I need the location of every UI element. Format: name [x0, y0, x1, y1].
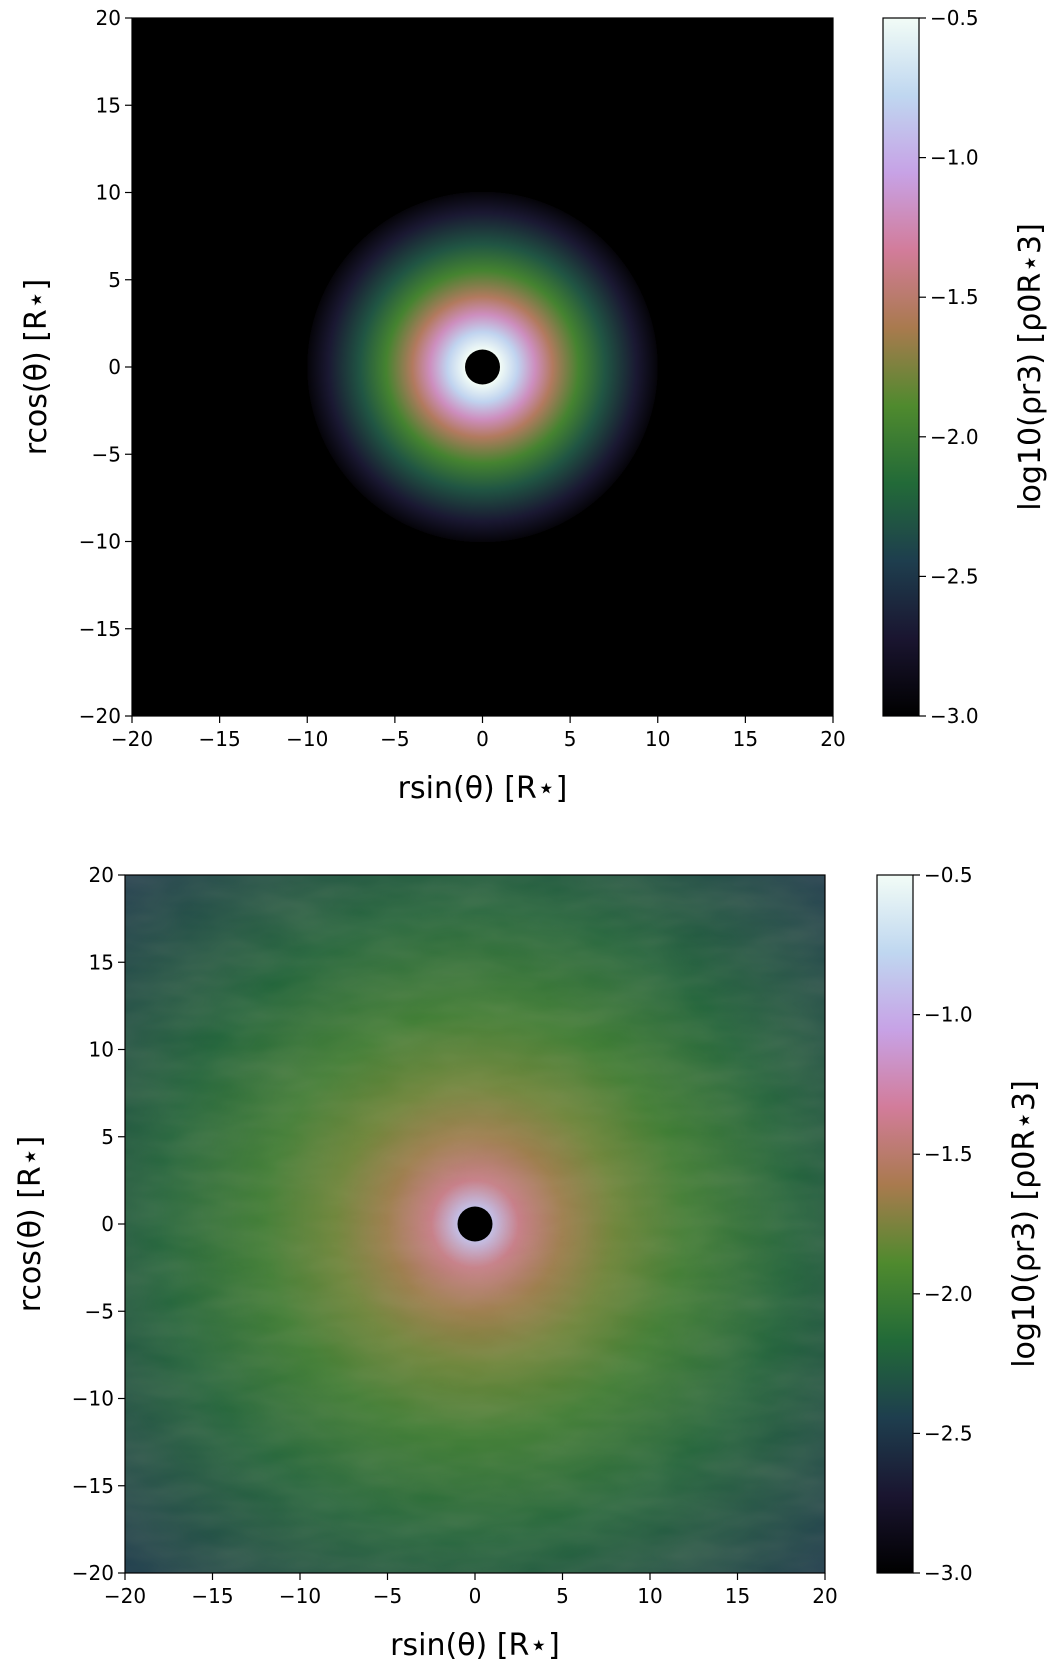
top-colorbar [882, 17, 920, 717]
x-tick-label: 5 [564, 727, 577, 751]
bottom-panel: −20 −15 −10 −5 0 5 10 15 20 20151050−5−10−15−20 … [13, 863, 1042, 1663]
x-tick-label: 0 [476, 727, 489, 751]
y-tick-label: −10 [72, 1387, 114, 1411]
bottom-colorbar-ticks: −0.5 −1.0 −1.5 −2.0 −2.5 −3.0 [913, 863, 973, 1585]
colorbar-tick-label: −3.0 [930, 704, 979, 728]
x-tick-label: 20 [812, 1584, 837, 1608]
y-tick-label: 0 [108, 355, 121, 379]
top-inner-hole [465, 349, 500, 385]
y-tick-label: 20 [89, 863, 114, 887]
x-tick-label: 20 [820, 727, 845, 751]
x-tick-label: −20 [111, 727, 153, 751]
bottom-y-axis-label: rcos(θ) [R⋆] [13, 1136, 48, 1312]
colorbar-tick-label: −2.5 [924, 1421, 973, 1445]
y-tick-label: 5 [108, 268, 121, 292]
x-tick-label: −10 [286, 727, 328, 751]
colorbar-tick-label: −2.0 [930, 425, 979, 449]
top-colorbar-label: log10(ρr3) [ρ0R⋆3] [1013, 223, 1048, 511]
y-tick-label: 0 [101, 1212, 114, 1236]
top-x-axis-ticks: −20 −15 −10 −5 0 5 10 15 20 [111, 716, 846, 751]
top-y-axis-ticks: 20 15 10 5 0 −5 −10 −15 −20 [79, 6, 132, 728]
x-tick-label: −10 [279, 1584, 321, 1608]
x-tick-label: 10 [645, 727, 670, 751]
y-tick-label: 20 [96, 6, 121, 30]
bottom-x-axis-ticks: −20 −15 −10 −5 0 5 10 15 20 [104, 1573, 838, 1608]
y-tick-label: −10 [79, 530, 121, 554]
colorbar-tick-label: −0.5 [924, 863, 973, 887]
top-x-axis-label: rsin(θ) [R⋆] [398, 771, 568, 806]
y-tick-label: −5 [92, 442, 121, 466]
colorbar-tick-label: −1.5 [924, 1142, 973, 1166]
bottom-x-axis-label: rsin(θ) [R⋆] [390, 1628, 560, 1663]
bottom-inner-hole [457, 1206, 493, 1242]
colorbar-tick-label: −1.0 [924, 1003, 973, 1027]
bottom-colorbar-label: log10(ρr3) [ρ0R⋆3] [1007, 1080, 1042, 1368]
x-tick-label: −5 [373, 1584, 402, 1608]
y-tick-label: 5 [101, 1125, 114, 1149]
x-tick-label: 5 [556, 1584, 569, 1608]
bottom-y-axis-ticks: 20 15 10 5 0 −5 −10 −15 −20 [72, 863, 125, 1585]
y-tick-label: −15 [72, 1474, 114, 1498]
colorbar-tick-label: −1.5 [930, 285, 979, 309]
y-tick-label: 15 [89, 950, 114, 974]
x-tick-label: 15 [725, 1584, 750, 1608]
top-y-axis-label: rcos(θ) [R⋆] [19, 279, 54, 455]
colorbar-tick-label: −3.0 [924, 1561, 973, 1585]
colorbar-tick-label: −0.5 [930, 6, 979, 30]
y-tick-label: −15 [79, 617, 121, 641]
colorbar-tick-label: −2.5 [930, 564, 979, 588]
colorbar-tick-label: −1.0 [930, 146, 979, 170]
y-tick-label: −20 [72, 1561, 114, 1585]
x-tick-label: −15 [191, 1584, 233, 1608]
x-tick-label: −5 [380, 727, 409, 751]
y-tick-label: 10 [96, 181, 121, 205]
colorbar-tick-label: −2.0 [924, 1282, 973, 1306]
x-tick-label: 10 [637, 1584, 662, 1608]
y-tick-label: 15 [96, 93, 121, 117]
x-tick-label: 15 [733, 727, 758, 751]
top-panel: −20 −15 −10 −5 0 5 10 15 20 20151050−5−10−15−20 … [19, 6, 1048, 806]
bottom-colorbar [876, 874, 914, 1574]
y-tick-label: 10 [89, 1038, 114, 1062]
y-tick-label: −20 [79, 704, 121, 728]
x-tick-label: −15 [199, 727, 241, 751]
x-tick-label: 0 [469, 1584, 482, 1608]
x-tick-label: −20 [104, 1584, 146, 1608]
top-colorbar-ticks: −0.5 −1.0 −1.5 −2.0 −2.5 −3.0 [919, 6, 979, 728]
y-tick-label: −5 [85, 1299, 114, 1323]
